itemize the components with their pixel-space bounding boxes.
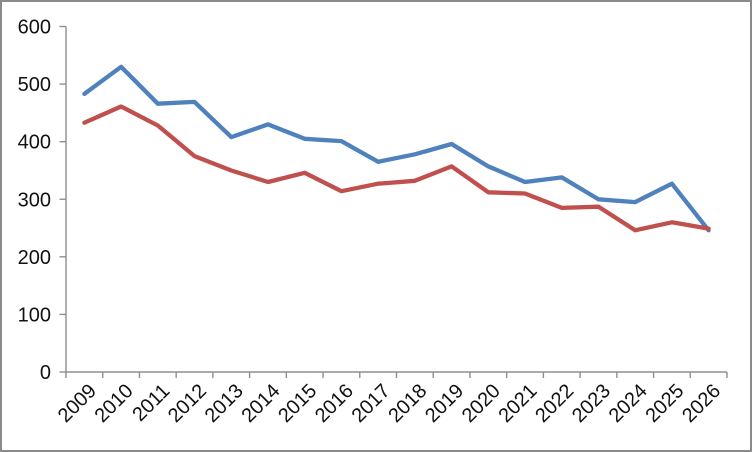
y-axis-tick-label: 300	[18, 189, 51, 211]
y-axis-tick-label: 600	[18, 17, 51, 39]
x-axis-tick-label: 2018	[384, 380, 431, 427]
x-axis-tick-label: 2021	[495, 380, 542, 427]
y-axis-tick-label: 0	[40, 362, 51, 384]
x-axis-tick-label: 2009	[54, 380, 101, 427]
x-axis-tick-label: 2016	[311, 380, 358, 427]
series-blue	[82, 64, 711, 233]
x-axis-tick-label: 2011	[128, 380, 174, 426]
x-axis-tick-label: 2014	[237, 380, 284, 427]
x-axis-tick-label: 2017	[348, 380, 395, 427]
x-axis-tick-label: 2013	[201, 380, 248, 427]
x-axis-tick-label: 2022	[531, 380, 578, 427]
x-axis-tick-label: 2026	[678, 380, 725, 427]
y-axis-tick-label: 400	[18, 132, 51, 154]
x-axis-tick-label: 2020	[458, 380, 505, 427]
x-axis-tick-label: 2019	[421, 380, 468, 427]
x-axis-tick-label: 2012	[164, 380, 211, 427]
y-axis-tick-label: 200	[18, 247, 51, 269]
series-red	[82, 104, 711, 233]
y-axis-tick-label: 500	[18, 74, 51, 96]
x-axis-tick-label: 2025	[641, 380, 688, 427]
x-axis-tick-label: 2023	[568, 380, 615, 427]
y-axis-tick-label: 100	[18, 304, 51, 326]
x-axis-tick-label: 2024	[605, 380, 652, 427]
x-axis-tick-label: 2010	[91, 380, 138, 427]
x-axis-tick-label: 2015	[274, 380, 321, 427]
